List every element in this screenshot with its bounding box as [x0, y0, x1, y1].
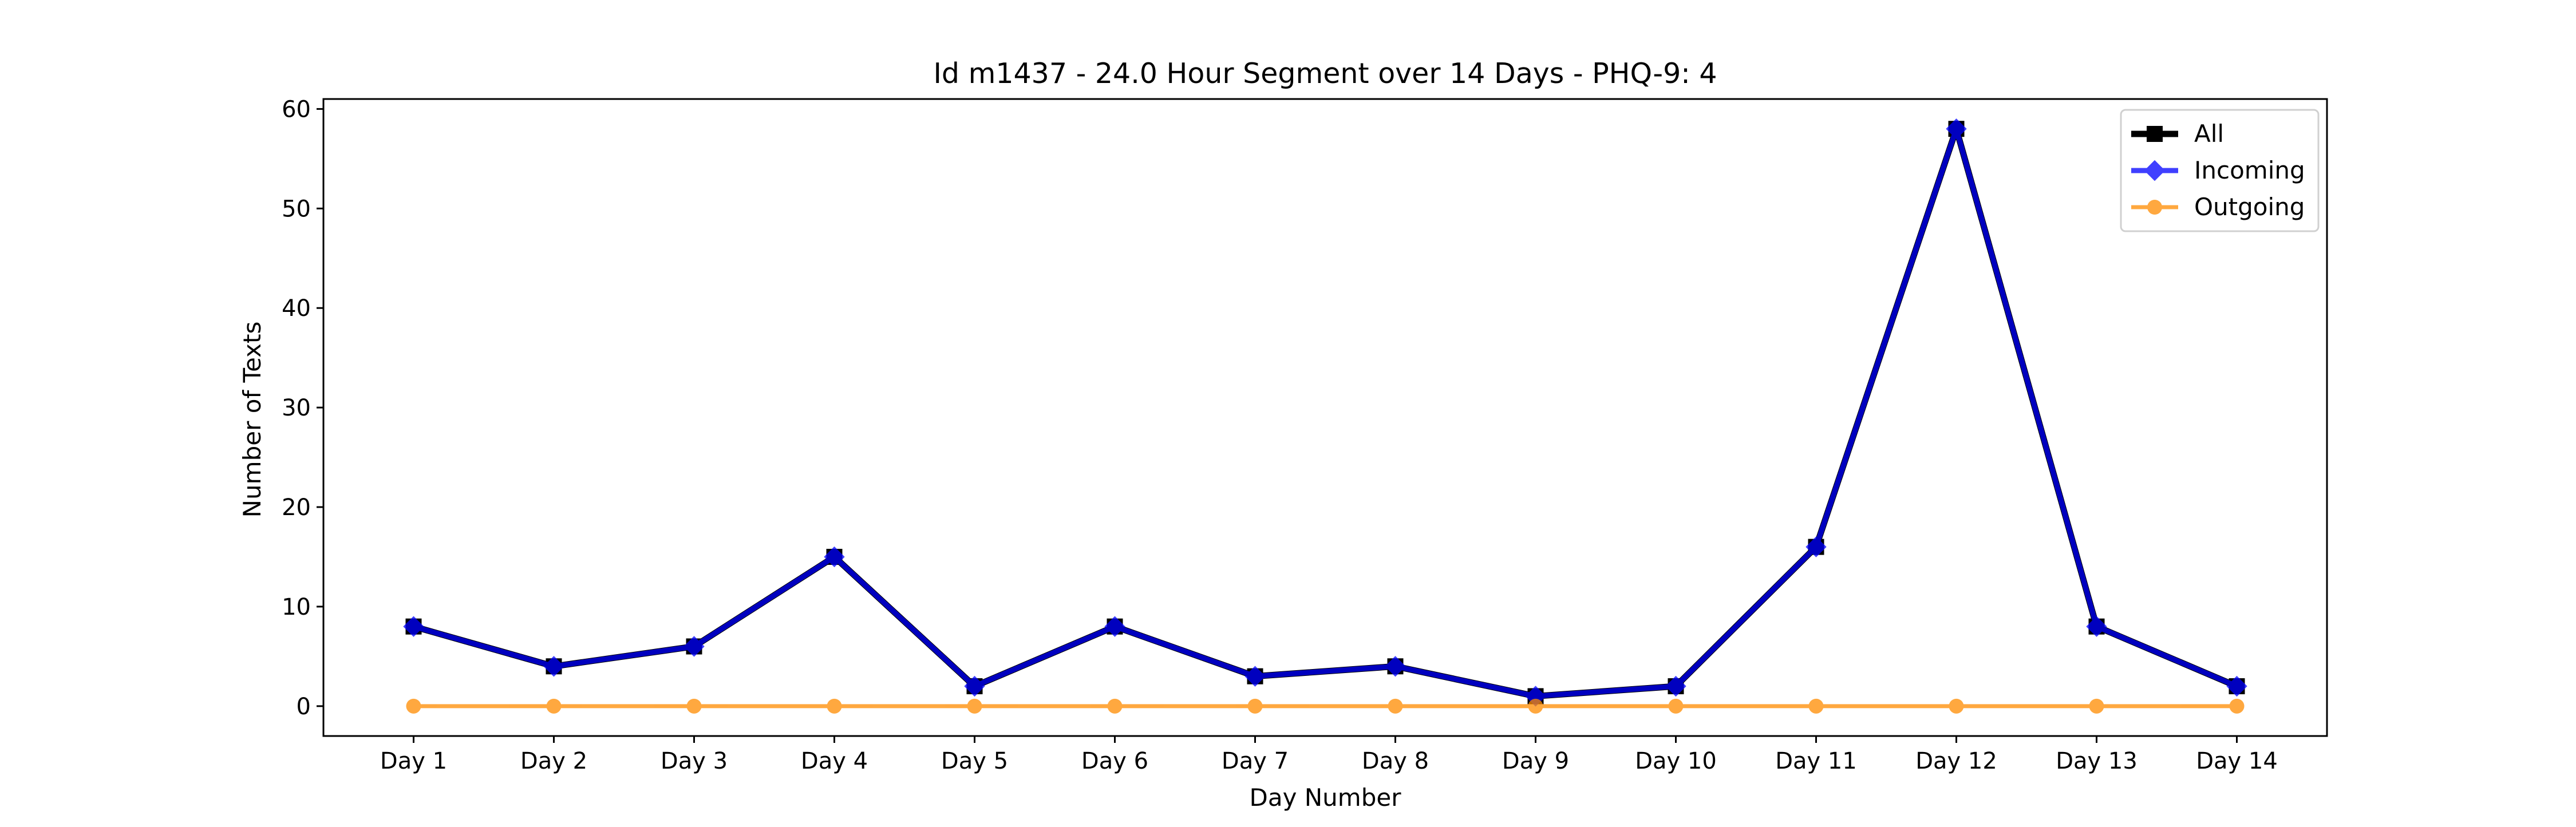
- data-point-outgoing: [1528, 698, 1543, 714]
- x-tick-label: Day 7: [1222, 748, 1289, 774]
- y-tick-label: 40: [282, 295, 311, 322]
- data-point-incoming: [1104, 616, 1125, 637]
- data-point-incoming: [1805, 536, 1827, 557]
- plot-area-frame: [322, 98, 2328, 737]
- legend-marker-outgoing: [2147, 200, 2162, 215]
- y-tick-label: 60: [282, 96, 311, 122]
- series-line-all: [412, 125, 2238, 699]
- x-tick-label: Day 4: [801, 748, 868, 774]
- y-axis-label: Number of Texts: [238, 322, 266, 518]
- x-tick-label: Day 10: [1635, 748, 1717, 774]
- x-tick-label: Day 8: [1362, 748, 1429, 774]
- x-tick-label: Day 1: [380, 748, 447, 774]
- data-point-outgoing: [546, 698, 562, 714]
- plot-series: [403, 118, 2247, 714]
- series-line-incoming: [413, 126, 2238, 699]
- data-point-incoming: [1946, 118, 1967, 140]
- data-point-outgoing: [967, 698, 982, 714]
- data-point-incoming: [964, 675, 985, 697]
- data-point-outgoing: [1247, 698, 1263, 714]
- data-point-incoming: [1525, 686, 1546, 707]
- legend-box: [2120, 109, 2320, 232]
- x-tick-label: Day 9: [1502, 748, 1569, 774]
- series-outgoing: [406, 698, 2245, 714]
- x-tick-label: Day 12: [1915, 748, 1997, 774]
- axis-ticks: Day 1 Day 2 Day 3 Day 4 Day 5 Day 6 Day 7 Day 8…: [282, 96, 2278, 774]
- legend-swatch-all: [2131, 126, 2178, 142]
- data-point-outgoing: [1808, 698, 1824, 714]
- x-tick-label: Day 6: [1081, 748, 1148, 774]
- data-point-incoming: [1385, 656, 1406, 677]
- y-tick-label: 30: [282, 395, 311, 421]
- legend-label-outgoing: Outgoing: [2194, 193, 2305, 221]
- x-tick-label: Day 2: [520, 748, 587, 774]
- data-point-outgoing: [1107, 698, 1123, 714]
- data-point-outgoing: [1668, 698, 1684, 714]
- legend-swatch-incoming: [2131, 160, 2178, 181]
- data-point-incoming: [1665, 675, 1686, 697]
- data-point-incoming: [683, 636, 705, 657]
- legend-label-incoming: Incoming: [2194, 156, 2305, 184]
- data-point-outgoing: [1388, 698, 1403, 714]
- data-point-outgoing: [686, 698, 702, 714]
- y-tick-label: 10: [282, 594, 311, 620]
- data-point-outgoing: [2089, 698, 2104, 714]
- data-point-outgoing: [1949, 698, 1964, 714]
- data-point-incoming: [403, 616, 424, 637]
- data-point-outgoing: [2229, 698, 2245, 714]
- chart-title: Id m1437 - 24.0 Hour Segment over 14 Day…: [933, 57, 1717, 90]
- legend-label-all: All: [2194, 120, 2224, 148]
- data-point-outgoing: [406, 698, 421, 714]
- series-all: [405, 121, 2245, 705]
- data-point-incoming: [1244, 666, 1266, 687]
- legend-swatch-outgoing: [2131, 200, 2178, 215]
- data-point-incoming: [543, 656, 564, 677]
- legend-marker-incoming: [2144, 160, 2166, 181]
- x-axis-label: Day Number: [1249, 784, 1401, 812]
- legend: All Incoming Outgoing: [2120, 109, 2320, 232]
- x-tick-label: Day 11: [1775, 748, 1857, 774]
- series-incoming: [403, 118, 2247, 707]
- data-point-incoming: [824, 546, 845, 568]
- y-tick-label: 50: [282, 196, 311, 222]
- data-point-outgoing: [827, 698, 842, 714]
- data-point-incoming: [2226, 675, 2247, 697]
- x-tick-label: Day 13: [2056, 748, 2138, 774]
- x-tick-label: Day 14: [2196, 748, 2278, 774]
- legend-marker-all: [2147, 126, 2163, 142]
- data-point-incoming: [2086, 616, 2107, 637]
- y-tick-label: 0: [297, 694, 311, 720]
- x-tick-label: Day 3: [661, 748, 728, 774]
- y-tick-label: 20: [282, 494, 311, 521]
- x-tick-label: Day 5: [941, 748, 1008, 774]
